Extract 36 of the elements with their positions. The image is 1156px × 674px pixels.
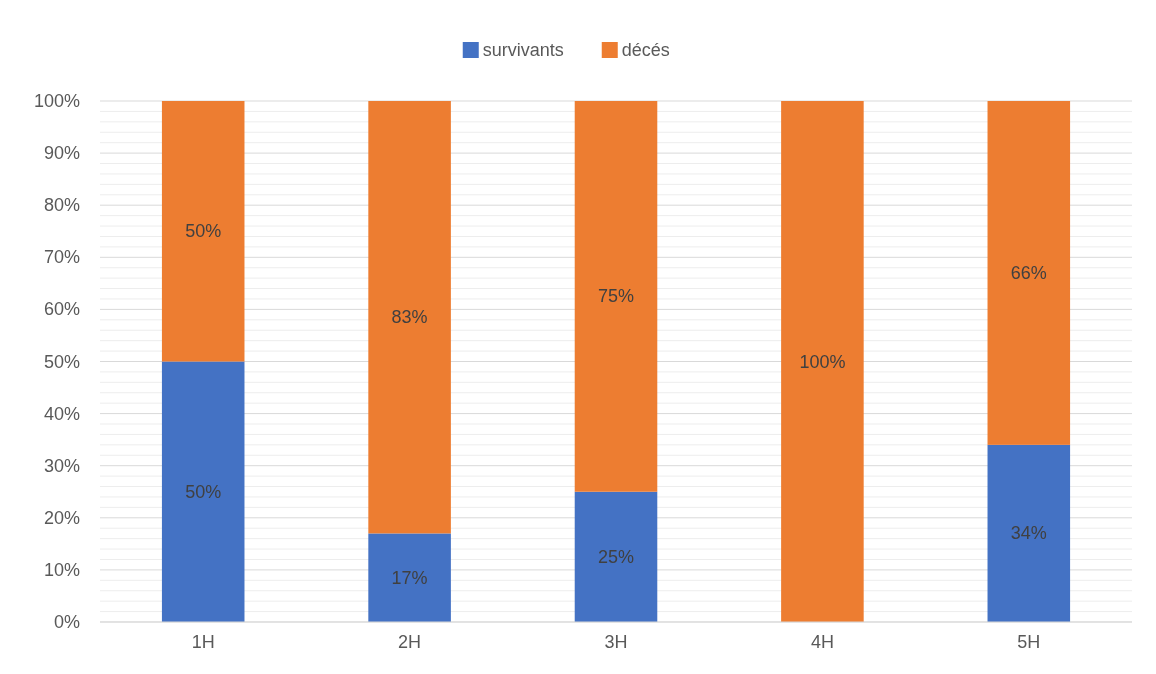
y-tick-label: 80% bbox=[43, 195, 80, 216]
x-tick-label: 4H bbox=[810, 632, 834, 652]
y-tick-label: 10% bbox=[43, 559, 80, 580]
data-label: 50% bbox=[185, 481, 222, 502]
x-tick-label: 5H bbox=[1017, 632, 1041, 652]
y-tick-label: 50% bbox=[43, 351, 80, 372]
y-tick-label: 60% bbox=[43, 299, 80, 320]
bar bbox=[987, 101, 1071, 445]
bar bbox=[987, 444, 1071, 622]
legend-label: décés bbox=[621, 40, 670, 60]
data-label: 100% bbox=[799, 351, 846, 372]
x-tick-label: 1H bbox=[191, 632, 215, 652]
bar bbox=[161, 361, 245, 622]
y-tick-label: 90% bbox=[43, 143, 80, 164]
y-tick-label: 40% bbox=[43, 403, 80, 424]
y-tick-label: 70% bbox=[43, 247, 80, 268]
data-label: 17% bbox=[391, 567, 428, 588]
data-label: 50% bbox=[185, 221, 222, 242]
data-label: 66% bbox=[1010, 262, 1047, 283]
y-tick-label: 0% bbox=[53, 612, 80, 632]
data-label: 75% bbox=[597, 286, 635, 307]
bar bbox=[574, 101, 658, 492]
bar bbox=[574, 491, 658, 622]
legend-label: survivants bbox=[482, 40, 564, 60]
y-tick-label: 100% bbox=[33, 91, 80, 111]
bar bbox=[161, 101, 245, 362]
bar bbox=[368, 533, 451, 622]
data-label: 83% bbox=[391, 307, 428, 328]
x-tick-label: 2H bbox=[398, 632, 422, 652]
y-tick-label: 30% bbox=[43, 455, 80, 476]
data-label: 34% bbox=[1010, 523, 1047, 544]
data-label: 25% bbox=[597, 546, 635, 567]
bar bbox=[781, 101, 864, 622]
bar bbox=[368, 101, 451, 534]
x-tick-label: 3H bbox=[604, 632, 628, 652]
y-tick-label: 20% bbox=[43, 507, 80, 528]
